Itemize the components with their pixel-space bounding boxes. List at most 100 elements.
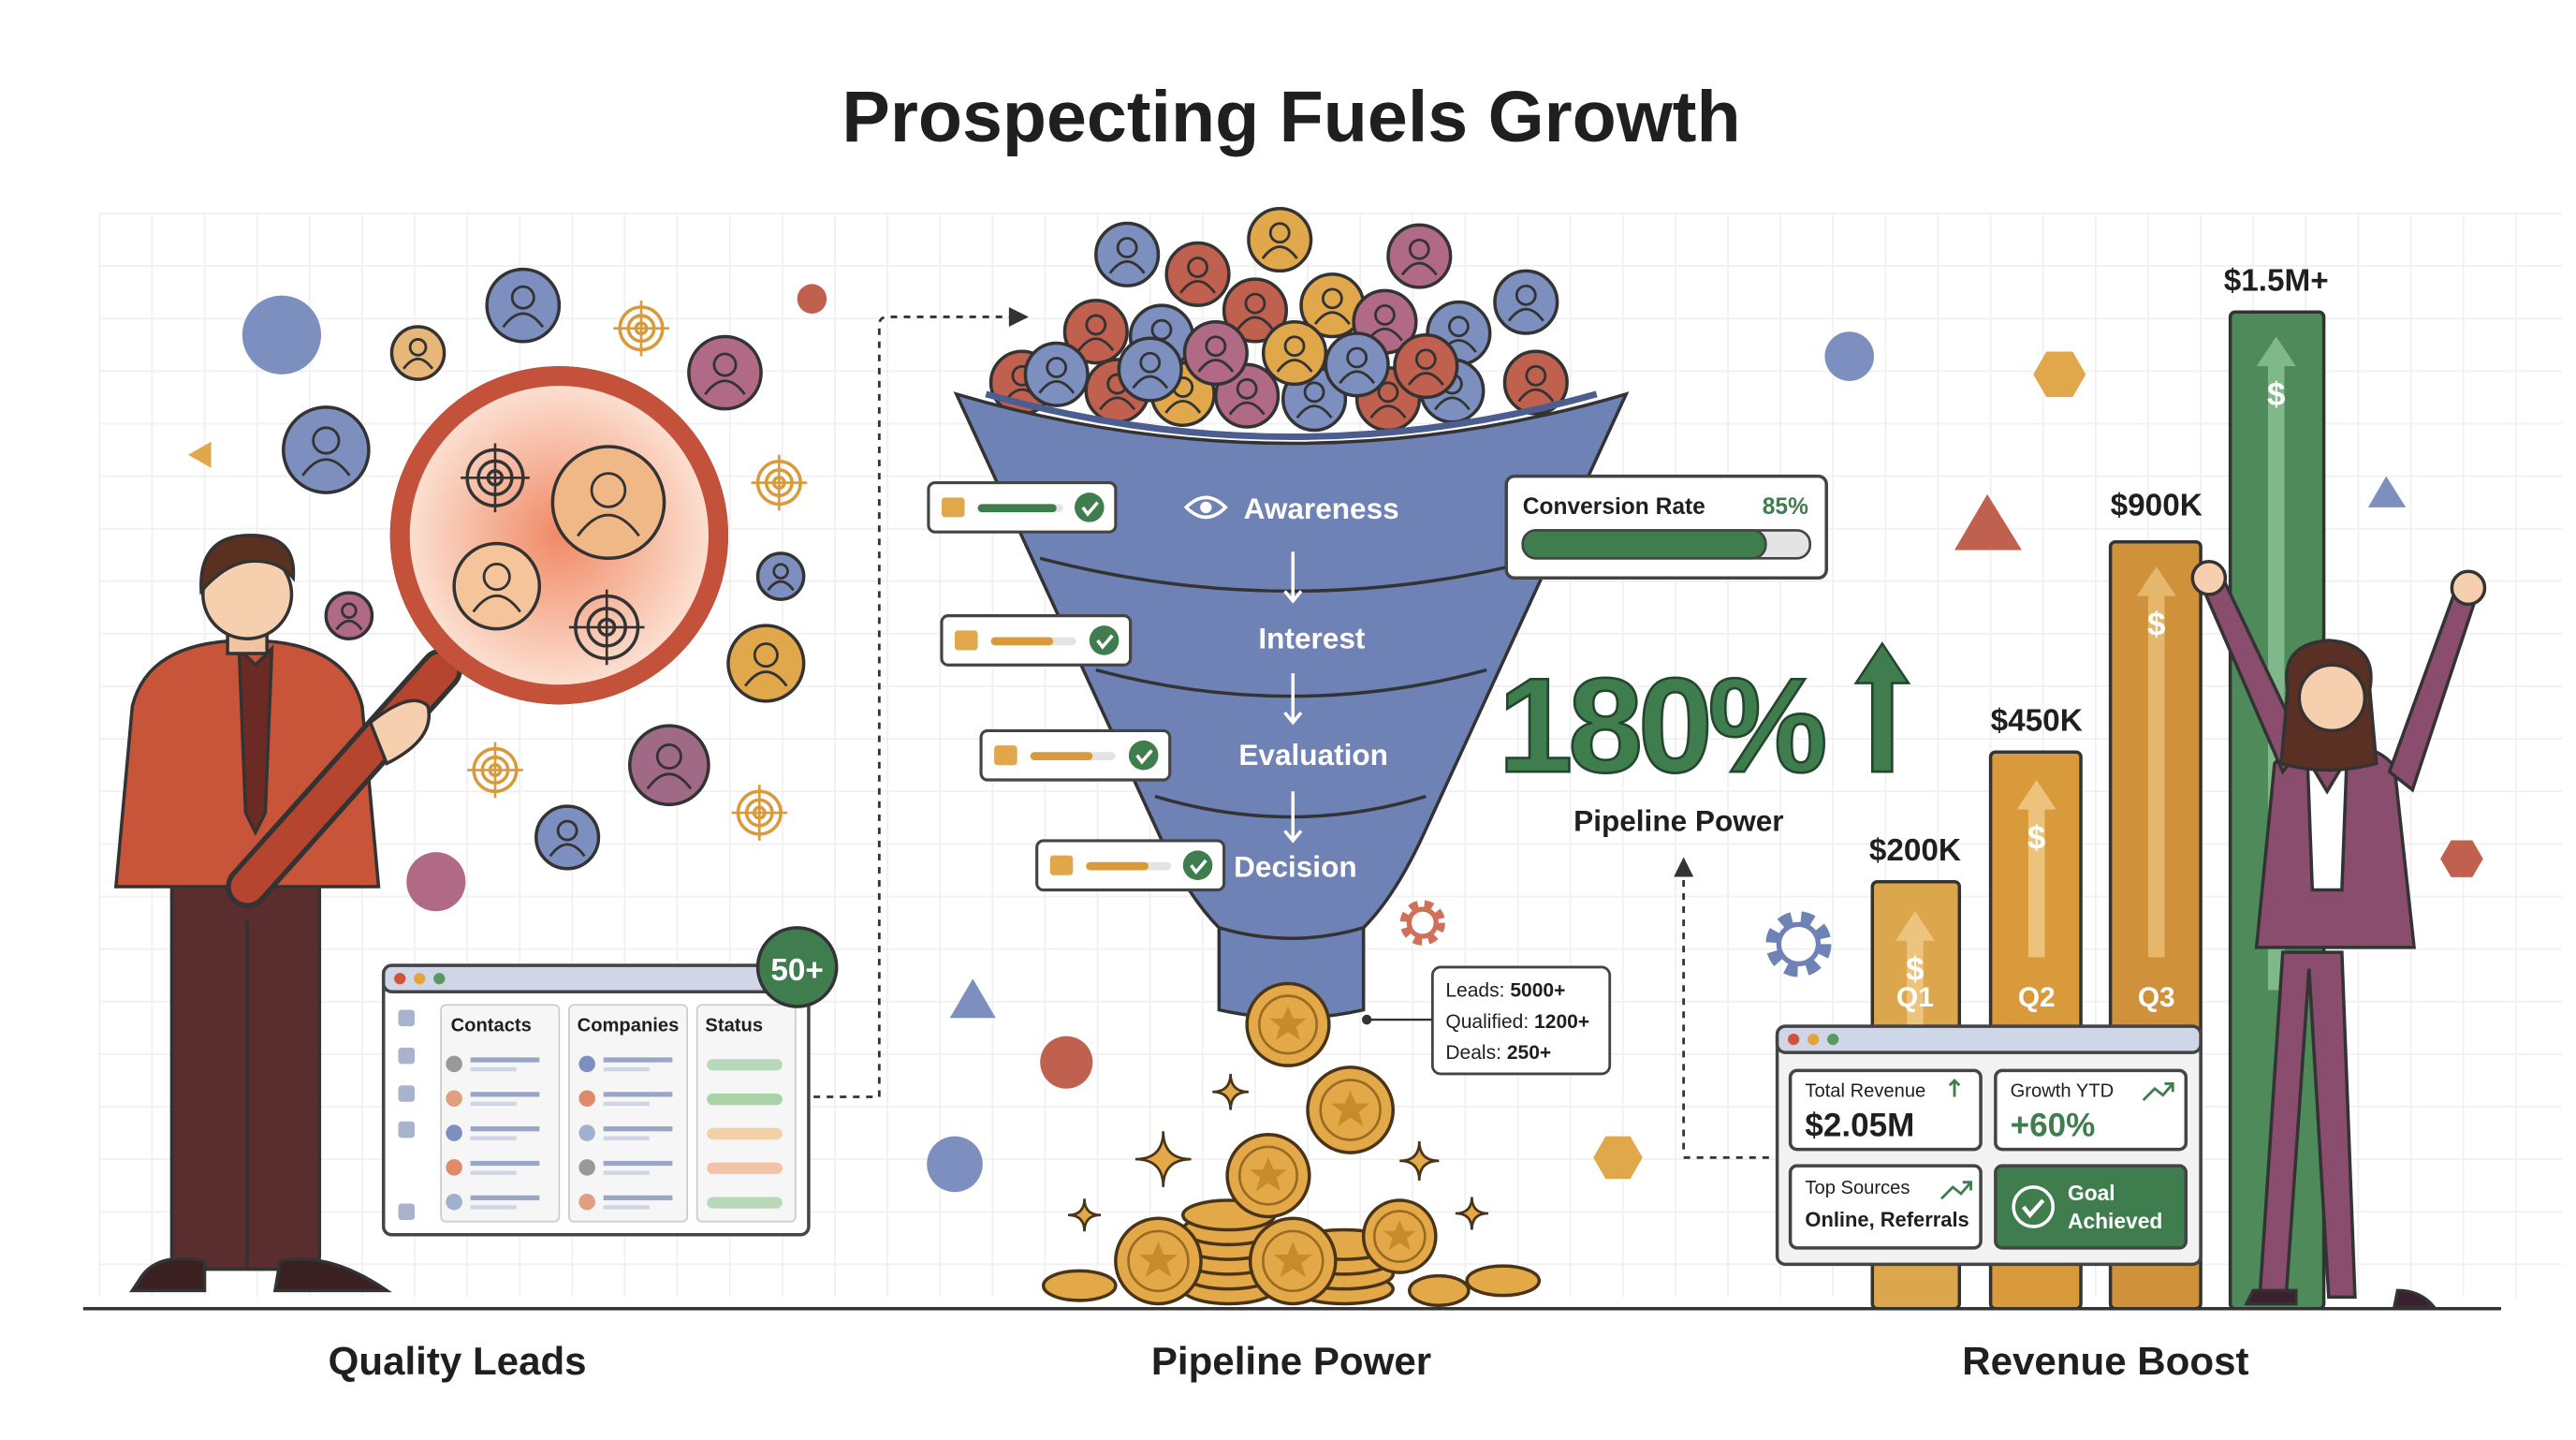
funnel-ball (1313, 311, 1351, 326)
coin (1041, 981, 1542, 1307)
table-row (398, 1203, 416, 1221)
funnel-ball (1324, 331, 1390, 398)
table-row (707, 1093, 783, 1106)
funnel-ball (1339, 370, 1376, 385)
table-row (398, 1009, 783, 1221)
stage-card (1190, 859, 1208, 875)
leads-window: Contacts Companies Status 50+ (381, 926, 839, 1237)
funnel-ball (1369, 404, 1407, 419)
funnel-ball (1525, 364, 1547, 387)
table-row (470, 1136, 517, 1140)
stage-card (1135, 749, 1153, 765)
lead-avatar (482, 562, 511, 592)
man-figure (237, 644, 274, 837)
woman-figure (2190, 560, 2487, 1309)
stat-label: Qualified: (1445, 1011, 1529, 1033)
stage-card (954, 630, 978, 651)
funnel-stage: Evaluation (1238, 738, 1388, 771)
lead-avatar (312, 426, 341, 455)
table-row (603, 1057, 673, 1063)
funnel-ball (1197, 359, 1235, 373)
lead-avatar (556, 819, 578, 842)
dashboard (1788, 1068, 1983, 1152)
conversion-card (1504, 474, 1828, 580)
funnel-ball (1295, 404, 1333, 419)
coin (1383, 1220, 1416, 1251)
stat-value: 250+ (1507, 1042, 1551, 1064)
goal-text: Achieved (2068, 1209, 2162, 1233)
stat: Leads: 5000+ (1445, 979, 1565, 1001)
growth-value: 180% (1498, 651, 1824, 801)
lead-avatar (704, 379, 746, 396)
coin (1399, 1140, 1440, 1181)
lead-avatar (389, 325, 446, 381)
lead-avatar (301, 458, 351, 477)
lead-avatar (655, 742, 682, 770)
funnel-ball (1205, 335, 1227, 358)
funnel-stage: Awareness (1244, 492, 1399, 525)
quarter-label: Q2 (2018, 982, 2056, 1013)
decoration (188, 441, 212, 468)
card-value: +60% (2011, 1108, 2096, 1144)
woman-figure (2244, 1288, 2437, 1309)
window-dot (1788, 1033, 1800, 1046)
card-label: Top Sources (1805, 1178, 1910, 1198)
coin (1319, 1079, 1382, 1141)
lead-avatar (402, 357, 434, 370)
table-row (603, 1101, 650, 1107)
stage-card (1030, 752, 1093, 760)
table-row (398, 1047, 416, 1065)
conversion-card (1504, 474, 1828, 580)
stats-card (1361, 965, 1612, 1076)
lead-avatar (628, 724, 710, 807)
table-row (578, 1159, 595, 1176)
dashboard (1775, 1024, 2203, 1054)
coin (1262, 1229, 1325, 1293)
table-row (470, 1101, 517, 1107)
coin (1127, 1229, 1190, 1293)
card-value: Online, Referrals (1805, 1208, 1969, 1231)
coin (1212, 1073, 1249, 1110)
lead-avatar (590, 472, 627, 508)
trend-icon (1939, 1078, 2174, 1200)
table-row (603, 1195, 673, 1200)
stat: Deals: 250+ (1445, 1042, 1551, 1064)
stat-label: Leads: (1445, 979, 1504, 1001)
lead-avatar (281, 405, 371, 494)
funnel-ball (1515, 284, 1537, 306)
section-caption: Revenue Boost (1962, 1339, 2248, 1383)
stat-value: 5000+ (1510, 979, 1565, 1001)
stage-card (1096, 634, 1114, 650)
lead-avatar (712, 352, 738, 377)
stat-label: Deals: (1445, 1042, 1501, 1064)
conversion-value: 85% (1763, 494, 1808, 520)
table-row (470, 1092, 540, 1097)
bar-arrow (1895, 911, 1935, 1040)
funnel-ball (1237, 316, 1274, 331)
goal-text: Goal (2068, 1181, 2115, 1205)
lead-avatar (472, 595, 521, 613)
decoration (188, 284, 2483, 1193)
table-row (398, 1085, 416, 1102)
coin (1372, 1210, 1427, 1263)
stage-card (1128, 740, 1159, 771)
leads-window (440, 1004, 561, 1223)
table-row (578, 1193, 595, 1211)
lead-avatar (577, 513, 640, 537)
bar-label: $900K (2111, 489, 2203, 523)
decoration (406, 852, 466, 912)
funnel-ball (1433, 396, 1471, 411)
lead-avatar (767, 580, 795, 592)
table-row (446, 1124, 462, 1141)
funnel-ball (1116, 237, 1138, 258)
eye-icon (1200, 501, 1212, 514)
lead-avatar (751, 454, 808, 511)
funnel-stage: Interest (1258, 622, 1365, 655)
decoration (927, 1136, 983, 1193)
coin (1041, 1269, 1118, 1302)
card-label: Growth YTD (2011, 1080, 2115, 1101)
coin (1134, 1131, 1192, 1187)
decoration (2033, 351, 2086, 398)
